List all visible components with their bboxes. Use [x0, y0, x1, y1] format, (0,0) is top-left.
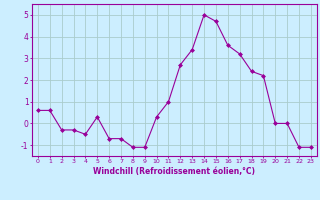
X-axis label: Windchill (Refroidissement éolien,°C): Windchill (Refroidissement éolien,°C)	[93, 167, 255, 176]
